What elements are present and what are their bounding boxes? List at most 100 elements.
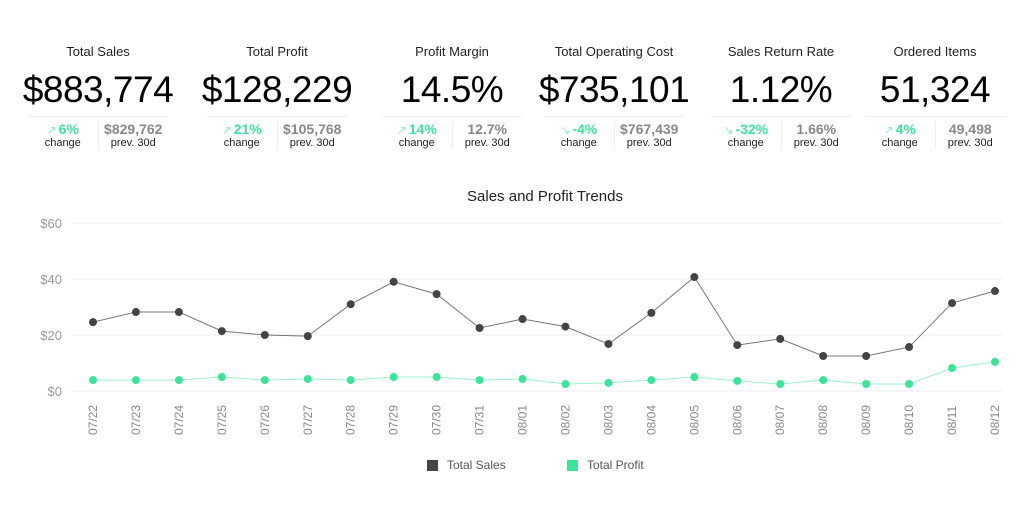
data-point	[690, 373, 699, 381]
data-point	[518, 315, 527, 324]
data-point	[217, 327, 226, 336]
kpi-value: $735,101	[538, 69, 690, 110]
data-point	[733, 341, 742, 350]
trend-up-arrow-icon: ↗	[46, 123, 57, 137]
kpi-card: Profit Margin 14.5% ↗ 14% change 12.7% pr…	[362, 44, 542, 149]
data-point	[905, 343, 914, 352]
x-tick-label: 07/30	[430, 405, 444, 435]
kpi-prev-value: 1.66%	[796, 121, 837, 137]
data-point	[776, 334, 785, 343]
legend-label: Total Sales	[447, 458, 506, 472]
data-point	[561, 380, 570, 388]
kpi-prev-value: 49,498	[948, 121, 992, 137]
legend-item-total-sales[interactable]: Total Sales	[427, 458, 506, 472]
data-point	[948, 364, 957, 373]
trend-down-arrow-icon: ↘	[560, 123, 571, 137]
x-tick-label: 08/12	[988, 405, 1002, 435]
kpi-title: Sales Return Rate	[727, 44, 835, 59]
data-point	[303, 374, 312, 383]
x-tick-label: 07/23	[129, 405, 143, 435]
kpi-prev-value: $105,768	[283, 121, 342, 137]
kpi-change-label: change	[881, 137, 918, 149]
data-point	[389, 373, 398, 381]
data-point	[647, 308, 656, 317]
data-point	[260, 331, 269, 339]
kpi-card: Total Sales $883,774 ↗ 6% change $829,762…	[8, 44, 188, 149]
series-line-total-profit	[93, 361, 996, 385]
data-point	[475, 376, 484, 385]
kpi-change-label: change	[560, 137, 597, 149]
data-point	[346, 376, 355, 385]
x-tick-label: 07/24	[172, 405, 186, 435]
series-line-total-sales	[92, 276, 996, 357]
x-tick-label: 07/27	[301, 405, 315, 435]
trend-down-arrow-icon: ↘	[723, 123, 734, 137]
data-point	[991, 287, 999, 296]
kpi-change-label: change	[44, 137, 81, 149]
data-point	[131, 308, 140, 317]
data-point	[432, 290, 441, 299]
data-point	[647, 376, 656, 385]
y-tick-label: $0	[48, 384, 62, 399]
kpi-prev-value: $829,762	[104, 121, 163, 137]
trend-up-arrow-icon: ↗	[396, 123, 407, 137]
x-tick-label: 08/08	[816, 405, 830, 435]
kpi-card: Sales Return Rate 1.12% ↘ -32% change 1.6…	[691, 44, 871, 149]
kpi-change: -4%	[572, 121, 598, 137]
kpi-value: 51,324	[879, 69, 991, 110]
y-tick-label: $60	[40, 216, 62, 231]
kpi-prev-value: 12.7%	[467, 121, 508, 137]
data-point	[174, 308, 183, 317]
trend-up-arrow-icon: ↗	[883, 123, 894, 137]
x-tick-label: 08/02	[558, 405, 572, 435]
data-point	[604, 339, 613, 348]
data-point	[217, 373, 226, 381]
data-point	[174, 376, 183, 385]
kpi-change: 4%	[895, 121, 916, 137]
data-point	[862, 352, 871, 360]
x-tick-label: 08/01	[516, 405, 530, 435]
kpi-value: $128,229	[201, 69, 353, 110]
data-point	[819, 376, 828, 385]
data-point	[862, 380, 871, 388]
kpi-change-label: change	[727, 137, 764, 149]
kpi-prev-label: prev. 30d	[626, 137, 672, 149]
data-point	[475, 324, 484, 332]
data-point	[561, 322, 570, 331]
kpi-change-label: change	[398, 137, 435, 149]
data-point	[89, 376, 97, 385]
kpi-change: 14%	[408, 121, 437, 137]
data-point	[303, 332, 312, 341]
kpi-change-label: change	[223, 137, 260, 149]
y-tick-label: $40	[40, 272, 62, 287]
x-tick-label: 07/22	[86, 405, 100, 435]
data-point	[991, 357, 999, 366]
kpi-prev-label: prev. 30d	[793, 137, 839, 149]
data-point	[389, 277, 398, 286]
kpi-title: Ordered Items	[893, 44, 977, 59]
chart-title: Sales and Profit Trends	[467, 188, 623, 205]
x-tick-label: 07/31	[473, 405, 487, 435]
kpi-title: Total Sales	[66, 44, 130, 59]
kpi-prev-label: prev. 30d	[464, 137, 510, 149]
data-point	[260, 376, 269, 385]
legend-item-total-profit[interactable]: Total Profit	[567, 458, 644, 472]
kpi-change: 21%	[233, 121, 262, 137]
data-point	[690, 273, 699, 282]
data-point	[905, 380, 914, 388]
kpi-title: Total Operating Cost	[554, 44, 674, 59]
kpi-change: 6%	[58, 121, 79, 137]
data-point	[819, 352, 828, 360]
kpi-value: $883,774	[22, 69, 174, 110]
data-point	[432, 373, 441, 381]
legend-swatch-sales	[427, 459, 438, 471]
kpi-card: Total Profit $128,229 ↗ 21% change $105,7…	[187, 44, 367, 149]
x-tick-label: 07/25	[215, 405, 229, 435]
kpi-card: Total Operating Cost $735,101 ↘ -4% chang…	[524, 44, 704, 149]
x-tick-label: 08/04	[644, 405, 658, 435]
x-tick-label: 07/29	[387, 405, 401, 435]
data-point	[518, 374, 527, 383]
x-tick-label: 07/28	[344, 405, 358, 435]
x-tick-label: 08/03	[601, 405, 615, 435]
